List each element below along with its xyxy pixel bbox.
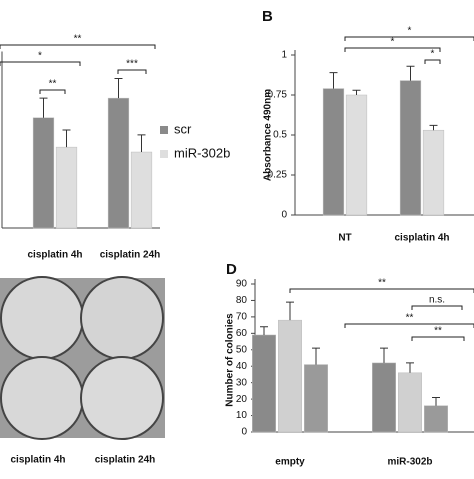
bar [252, 334, 276, 433]
y-tick-label: 20 [236, 394, 248, 405]
significance-bracket [39, 89, 66, 94]
plate [0, 276, 84, 360]
bar [32, 117, 55, 229]
plate [80, 356, 164, 440]
legend-label: scr [174, 121, 192, 136]
significance-label: * [431, 49, 435, 60]
y-tick-label: 50 [236, 344, 248, 355]
x-tick-label: cisplatin 24h [100, 250, 161, 261]
panel-label: D [226, 261, 237, 278]
y-tick-label: 0 [281, 210, 287, 221]
error-bar [352, 89, 361, 95]
y-axis-label: Absorbance 490nm [263, 89, 274, 181]
significance-bracket [344, 323, 474, 328]
y-tick-label: 70 [236, 312, 248, 323]
bar [55, 146, 78, 229]
legend-swatch [160, 150, 168, 158]
error-bar [260, 326, 268, 335]
significance-bracket [117, 69, 147, 74]
error-bar [137, 134, 146, 153]
significance-bracket [411, 305, 463, 310]
y-tick-label: 40 [236, 361, 248, 372]
x-tick-label: NT [338, 233, 351, 244]
error-bar [286, 301, 294, 321]
legend-label: miR-302b [174, 145, 230, 160]
y-axis-label: Number of colonies [225, 313, 236, 407]
significance-bracket [0, 44, 156, 49]
plate [0, 356, 84, 440]
error-bar [432, 396, 440, 406]
significance-bracket [424, 59, 441, 64]
significance-label: * [391, 37, 395, 48]
legend-swatch [160, 126, 168, 134]
y-tick-label: 0 [241, 427, 247, 438]
image-label: cisplatin 24h [95, 455, 156, 466]
significance-bracket [289, 288, 474, 293]
error-bar [329, 72, 338, 89]
x-tick-label: cisplatin 4h [394, 233, 449, 244]
plate [80, 276, 164, 360]
significance-label: ** [49, 79, 57, 90]
significance-label: ** [434, 326, 442, 337]
x-tick-label: cisplatin 4h [27, 250, 82, 261]
y-tick-label: 30 [236, 377, 248, 388]
image-label: cisplatin 4h [10, 455, 65, 466]
y-tick-label: 60 [236, 328, 248, 339]
significance-label: * [38, 51, 42, 62]
y-tick-label: 1 [281, 50, 287, 61]
y-tick-label: 0.5 [273, 130, 287, 141]
y-tick-label: 80 [236, 295, 248, 306]
error-bar [380, 347, 388, 363]
significance-label: n.s. [429, 295, 445, 306]
significance-label: ** [74, 34, 82, 45]
y-tick-label: 90 [236, 279, 248, 290]
y-tick-label: 0.75 [268, 90, 288, 101]
error-bar [62, 129, 71, 148]
panel-label: B [262, 8, 273, 25]
bar [398, 372, 422, 433]
x-tick-label: miR-302b [387, 457, 432, 468]
bar [399, 80, 422, 216]
error-bar [39, 97, 48, 118]
error-bar [429, 124, 438, 131]
bar [372, 362, 396, 433]
y-tick-label: 10 [236, 410, 248, 421]
y-tick-label: 0.25 [268, 170, 288, 181]
significance-bracket [0, 61, 81, 66]
bar [422, 129, 445, 216]
significance-bracket [344, 47, 441, 52]
error-bar [114, 78, 123, 99]
significance-bracket [411, 336, 465, 341]
significance-label: *** [126, 59, 138, 70]
bar [322, 88, 345, 216]
significance-label: ** [406, 313, 414, 324]
significance-label: ** [378, 278, 386, 289]
bar [345, 94, 368, 216]
significance-label: * [408, 26, 412, 37]
bar [107, 97, 130, 229]
bar [304, 364, 328, 433]
significance-bracket [344, 36, 474, 41]
bar [130, 151, 153, 229]
x-tick-label: empty [275, 457, 305, 468]
error-bar [406, 65, 415, 81]
bar [424, 405, 448, 433]
error-bar [312, 347, 320, 365]
bar [278, 319, 302, 433]
error-bar [406, 362, 414, 373]
